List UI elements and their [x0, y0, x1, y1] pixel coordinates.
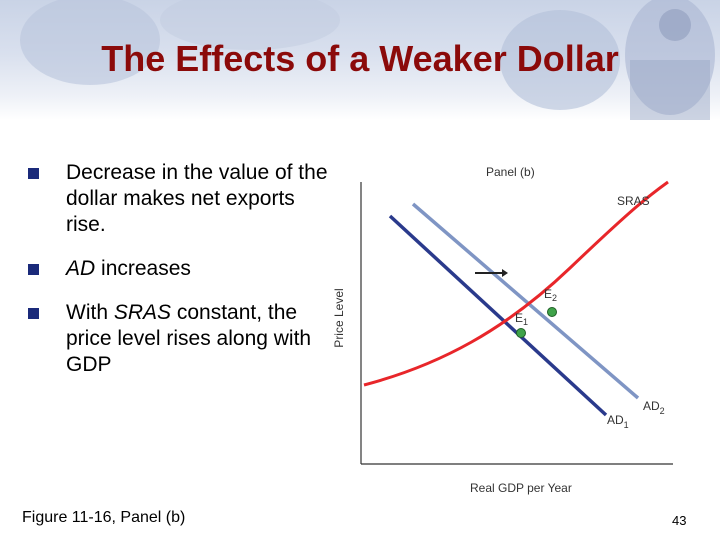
ad2-label-sub: 2	[660, 406, 665, 416]
panel-label: Panel (b)	[486, 165, 535, 179]
ad2-label: AD2	[643, 399, 665, 416]
bullet-list: Decrease in the value of the dollar make…	[28, 160, 328, 396]
sras-label: SRAS	[617, 194, 650, 208]
e2-label-base: E	[544, 287, 552, 301]
header-background-photo	[20, 0, 715, 120]
bullet-text: increases	[95, 257, 191, 280]
e1-point	[516, 328, 526, 338]
ad-as-diagram: Panel (b) Price Level Real GDP per Year …	[332, 165, 673, 495]
ad1-label-sub: 1	[624, 420, 629, 430]
sras-curve	[363, 180, 669, 387]
x-axis-label: Real GDP per Year	[470, 481, 572, 495]
page-number: 43	[672, 513, 687, 528]
ad1-label-base: AD	[607, 413, 624, 427]
bullet-text-emphasis: AD	[66, 257, 96, 280]
slide-title: The Effects of a Weaker Dollar	[101, 38, 619, 79]
e1-label-sub: 1	[523, 317, 528, 327]
e2-label: E2	[544, 287, 557, 303]
bullet-text: constant, the price level rises along wi…	[66, 301, 312, 376]
figure-caption: Figure 11-16, Panel (b)	[22, 509, 186, 526]
y-axis-label: Price Level	[332, 288, 346, 347]
e1-label-base: E	[515, 311, 523, 325]
shift-arrowhead-icon	[502, 269, 508, 277]
bullet-text-prefix: With	[66, 301, 114, 324]
e2-label-sub: 2	[552, 293, 557, 303]
square-bullet-icon	[28, 168, 39, 179]
square-bullet-icon	[28, 264, 39, 275]
ad2-curve	[411, 202, 640, 400]
bullet-item: Decrease in the value of the dollar make…	[28, 160, 328, 238]
square-bullet-icon	[28, 308, 39, 319]
bullet-item: With SRAS constant, the price level rise…	[28, 300, 328, 378]
bullet-item: AD increases	[28, 256, 328, 282]
e1-label: E1	[515, 311, 528, 327]
slide-header: The Effects of a Weaker Dollar	[0, 0, 720, 120]
bullet-text: Decrease in the value of the dollar make…	[66, 161, 328, 236]
ad1-label: AD1	[607, 413, 629, 430]
bullet-text-emphasis: SRAS	[113, 301, 172, 324]
ad1-curve	[388, 214, 608, 417]
e2-point	[547, 307, 557, 317]
ad2-label-base: AD	[643, 399, 660, 413]
